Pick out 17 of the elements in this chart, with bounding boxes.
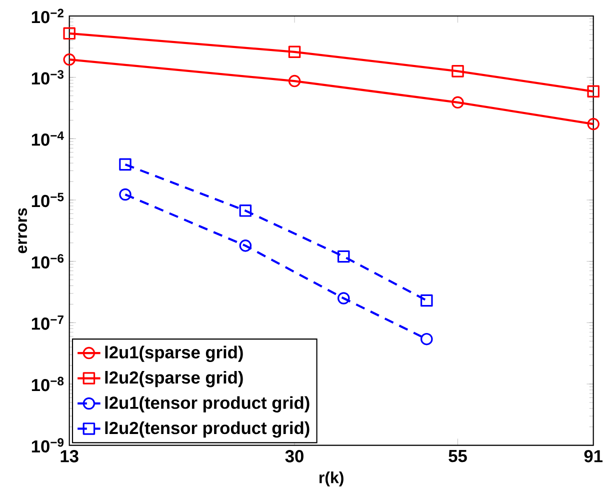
x-axis-title: r(k) xyxy=(320,472,344,486)
x-tick-label: 91 xyxy=(584,450,603,462)
y-tick-label: 10$^{−8}$ xyxy=(32,376,64,392)
x-tick-label: 13 xyxy=(60,450,78,462)
y-tick-label: 10$^{−3}$ xyxy=(32,70,64,85)
legend-label: l2u2(sparse grid) xyxy=(105,370,243,388)
y-tick-label: 10$^{−7}$ xyxy=(32,316,64,330)
x-tick-label: 55 xyxy=(448,450,467,462)
legend-label: l2u1(sparse grid) xyxy=(105,346,243,362)
legend-label: l2u2(tensor product grid) xyxy=(105,421,310,438)
y-axis-title: errors xyxy=(18,208,28,254)
y-tick-label: 10$^{−2}$ xyxy=(32,8,64,24)
x-tick-label: 30 xyxy=(285,450,304,462)
y-tick-label: 10$^{−6}$ xyxy=(32,254,64,269)
y-tick-label: 10$^{−5}$ xyxy=(32,192,64,208)
legend-label: l2u1(tensor product grid) xyxy=(105,396,310,412)
y-tick-label: 10$^{−4}$ xyxy=(32,132,64,146)
